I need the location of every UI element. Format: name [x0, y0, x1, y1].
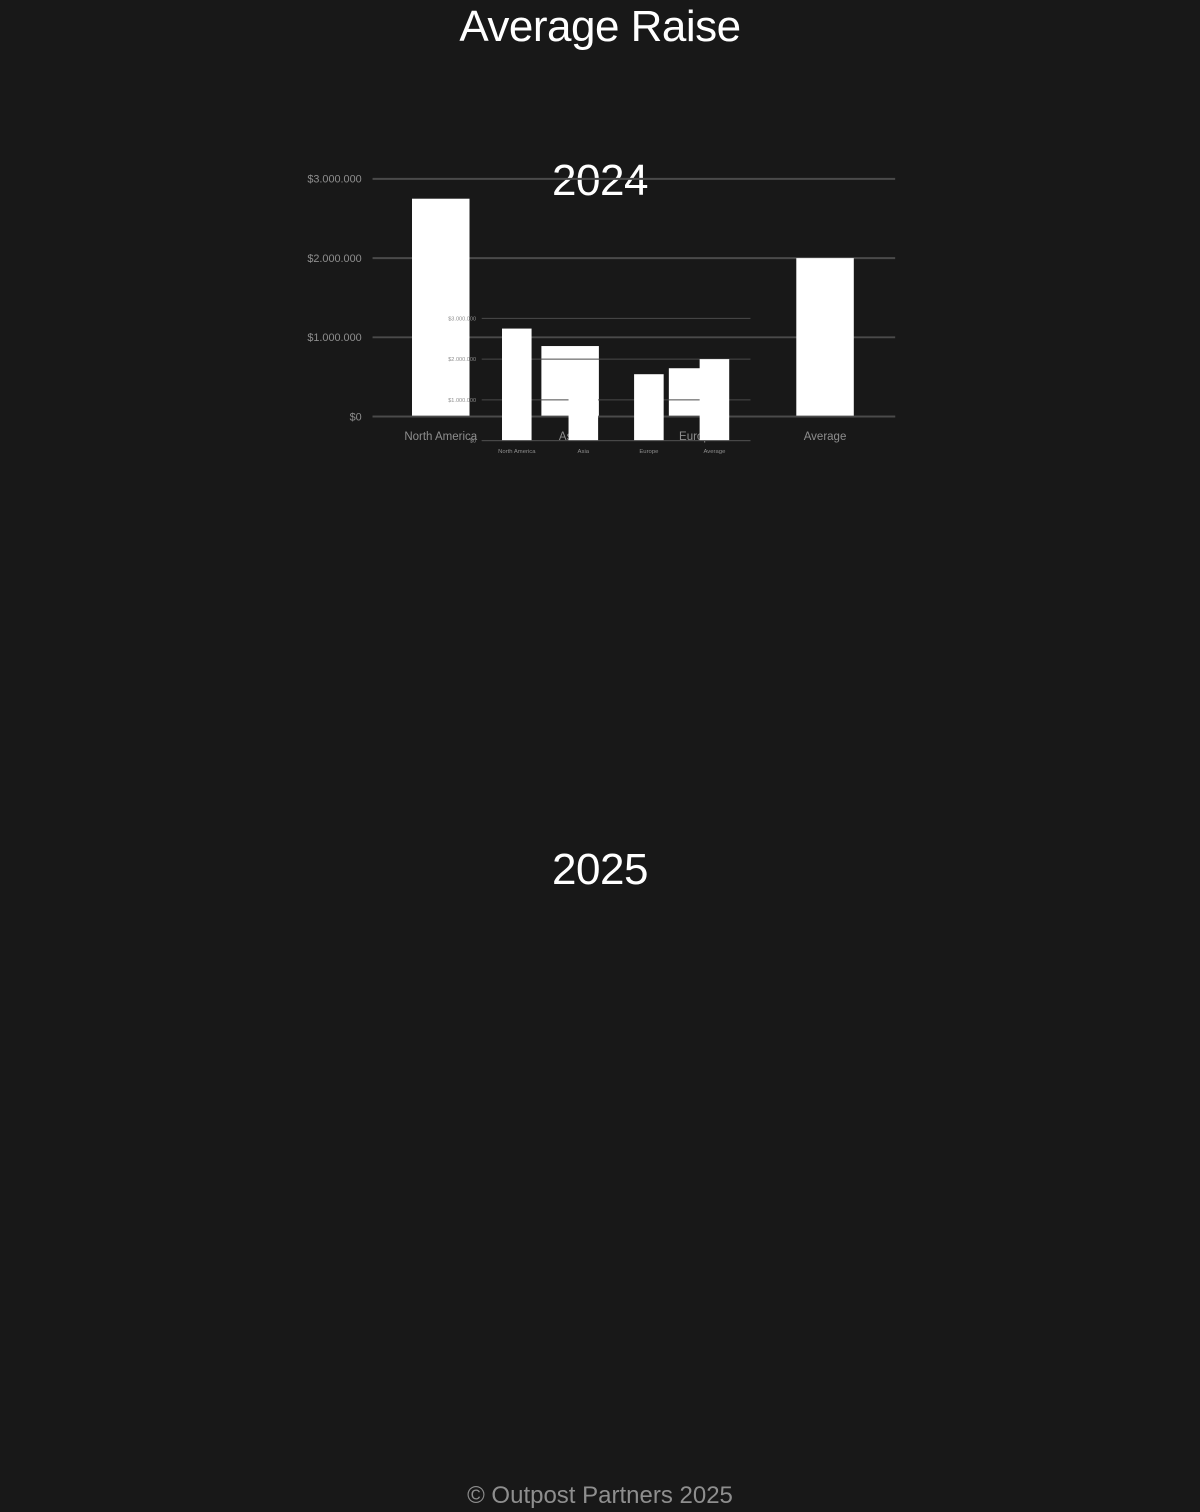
y-tick-label: $1.000.000 — [307, 332, 361, 344]
bar-chart-2025: $0 $1.000.000 $2.000.000 $3.000.000 North Am… — [448, 316, 751, 455]
x-tick-label: Asia — [578, 449, 590, 455]
x-tick-label: North America — [498, 449, 536, 455]
x-tick-label: Europe — [639, 449, 659, 455]
y-tick-label: $1.000.000 — [448, 398, 476, 404]
y-tick-label: $3.000.000 — [448, 316, 476, 322]
page-title: Average Raise — [459, 2, 741, 51]
copyright-footer: © Outpost Partners 2025 — [467, 1482, 733, 1509]
chart-title: 2025 — [552, 845, 648, 894]
x-tick-label: North America — [404, 431, 477, 443]
y-tick-label: $3.000.000 — [307, 174, 361, 186]
chart-title: 2024 — [552, 156, 648, 205]
y-tick-label: $2.000.000 — [307, 253, 361, 265]
bar-europe — [634, 374, 664, 441]
bar-average — [699, 359, 730, 441]
bar-north-america — [412, 198, 470, 417]
x-tick-label: Average — [804, 431, 847, 443]
y-tick-label: $2.000.000 — [448, 357, 476, 363]
bar-asia — [568, 380, 599, 441]
x-tick-label: Average — [703, 449, 726, 455]
bar-average — [796, 258, 854, 417]
bar-north-america — [502, 328, 532, 441]
y-tick-label: $0 — [350, 411, 362, 423]
y-tick-label: $0 — [470, 439, 476, 445]
